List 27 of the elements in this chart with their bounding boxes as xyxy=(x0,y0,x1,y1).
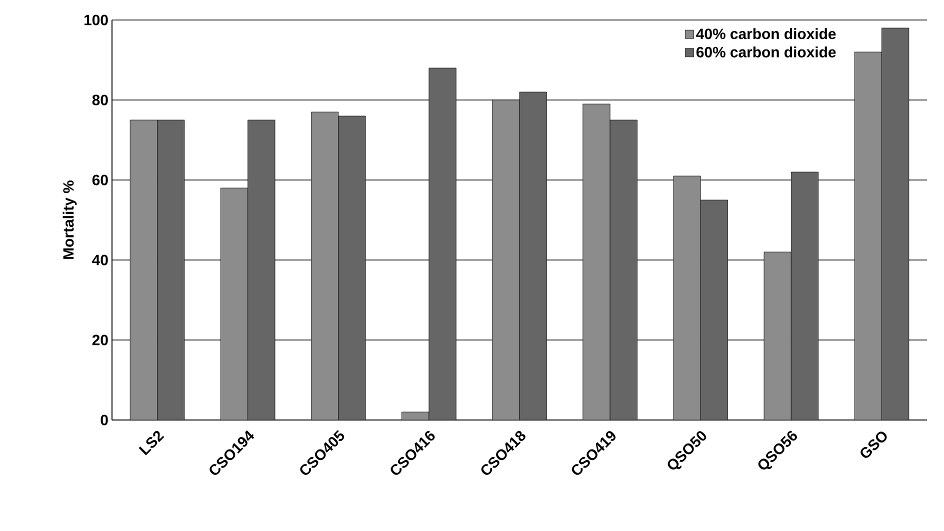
bar xyxy=(519,92,547,420)
bar xyxy=(311,112,339,420)
bar xyxy=(673,176,701,420)
bar xyxy=(610,120,638,420)
bar xyxy=(428,68,456,420)
y-tick-label: 0 xyxy=(100,414,108,426)
bar xyxy=(790,172,819,420)
bar xyxy=(854,52,882,420)
y-tick-label: 20 xyxy=(92,334,108,346)
bar xyxy=(220,188,248,420)
bar xyxy=(248,120,276,420)
y-axis-title: Mortality % xyxy=(62,180,77,259)
y-tick-label: 100 xyxy=(84,14,108,26)
bar xyxy=(700,200,728,420)
y-tick-label: 60 xyxy=(92,174,108,186)
y-tick-label: 80 xyxy=(92,94,108,106)
bar xyxy=(130,120,158,420)
bar xyxy=(764,252,792,420)
x-tick-label: LS2 xyxy=(138,430,164,456)
bar xyxy=(882,28,910,420)
bar xyxy=(157,120,185,420)
legend-label: 60% carbon dioxide xyxy=(696,46,836,58)
y-tick-label: 40 xyxy=(92,254,108,266)
bar xyxy=(338,116,366,420)
bar xyxy=(492,100,520,420)
legend-label: 40% carbon dioxide xyxy=(696,28,836,40)
bar xyxy=(582,104,610,420)
